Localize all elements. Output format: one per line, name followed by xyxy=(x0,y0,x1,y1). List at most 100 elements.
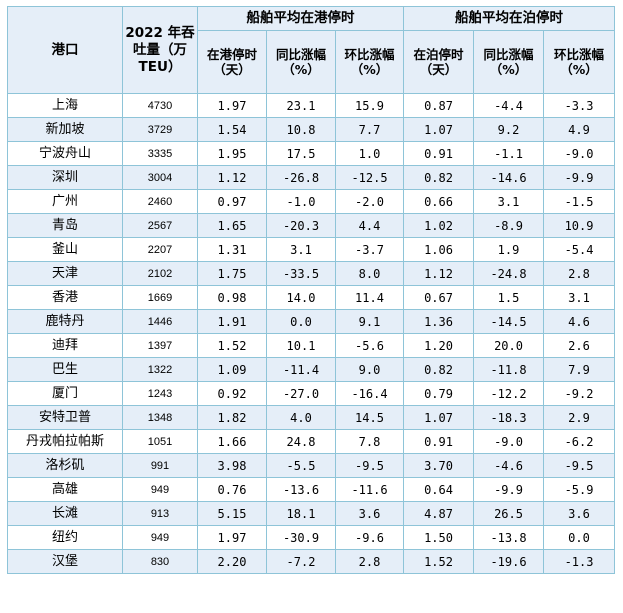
cell-berth-yoy: 9.2 xyxy=(473,117,545,142)
cell-berth-mom: -9.0 xyxy=(543,141,616,166)
cell-port: 安特卫普 xyxy=(7,405,123,430)
cell-port: 长滩 xyxy=(7,501,123,526)
cell-port-days: 1.91 xyxy=(197,309,267,334)
cell-port-mom: -5.6 xyxy=(334,333,405,358)
cell-throughput: 830 xyxy=(122,549,198,574)
cell-throughput: 949 xyxy=(122,477,198,502)
cell-berth-days: 1.50 xyxy=(403,525,475,550)
cell-port-mom: -3.7 xyxy=(334,237,405,262)
cell-port-mom: 9.1 xyxy=(334,309,405,334)
cell-port: 厦门 xyxy=(7,381,123,406)
cell-port-yoy: -11.4 xyxy=(266,357,336,382)
cell-throughput: 1669 xyxy=(122,285,198,310)
cell-berth-mom: 0.0 xyxy=(543,525,616,550)
table-row: 青岛 2567 1.65 -20.3 4.4 1.02 -8.9 10.9 xyxy=(7,213,616,238)
header-berth-mom: 环比涨幅（%） xyxy=(543,30,616,94)
cell-port-days: 2.20 xyxy=(197,549,267,574)
cell-port-days: 0.92 xyxy=(197,381,267,406)
table-row: 香港 1669 0.98 14.0 11.4 0.67 1.5 3.1 xyxy=(7,285,616,310)
cell-port-yoy: -13.6 xyxy=(266,477,336,502)
cell-throughput: 1397 xyxy=(122,333,198,358)
cell-berth-days: 0.64 xyxy=(403,477,475,502)
cell-port: 新加坡 xyxy=(7,117,123,142)
header-port-mom: 环比涨幅（%） xyxy=(334,30,405,94)
cell-port-mom: 1.0 xyxy=(334,141,405,166)
port-stats-table-container: 港口 2022 年吞吐量（万 TEU） 船舶平均在港停时 船舶平均在泊停时 在港… xyxy=(7,6,616,574)
cell-berth-mom: 10.9 xyxy=(543,213,616,238)
cell-berth-mom: -9.9 xyxy=(543,165,616,190)
cell-port-mom: 9.0 xyxy=(334,357,405,382)
cell-berth-yoy: -24.8 xyxy=(473,261,545,286)
cell-port-days: 1.95 xyxy=(197,141,267,166)
cell-port-mom: 7.7 xyxy=(334,117,405,142)
cell-port-mom: 15.9 xyxy=(334,93,405,118)
cell-port-yoy: -26.8 xyxy=(266,165,336,190)
cell-throughput: 3335 xyxy=(122,141,198,166)
cell-berth-mom: 4.6 xyxy=(543,309,616,334)
cell-berth-mom: -9.5 xyxy=(543,453,616,478)
cell-port-yoy: 23.1 xyxy=(266,93,336,118)
cell-port-mom: -2.0 xyxy=(334,189,405,214)
cell-berth-yoy: -14.6 xyxy=(473,165,545,190)
table-row: 迪拜 1397 1.52 10.1 -5.6 1.20 20.0 2.6 xyxy=(7,333,616,358)
cell-port: 天津 xyxy=(7,261,123,286)
cell-berth-yoy: 20.0 xyxy=(473,333,545,358)
cell-port-yoy: 0.0 xyxy=(266,309,336,334)
cell-berth-yoy: -4.4 xyxy=(473,93,545,118)
table-row: 厦门 1243 0.92 -27.0 -16.4 0.79 -12.2 -9.2 xyxy=(7,381,616,406)
cell-berth-yoy: -14.5 xyxy=(473,309,545,334)
table-row: 釜山 2207 1.31 3.1 -3.7 1.06 1.9 -5.4 xyxy=(7,237,616,262)
cell-port-days: 5.15 xyxy=(197,501,267,526)
cell-berth-days: 0.79 xyxy=(403,381,475,406)
cell-berth-days: 0.82 xyxy=(403,357,475,382)
header-group-port-time: 船舶平均在港停时 xyxy=(196,6,405,31)
cell-port-yoy: -33.5 xyxy=(266,261,336,286)
header-group-berth-time: 船舶平均在泊停时 xyxy=(403,6,616,31)
cell-port-yoy: -1.0 xyxy=(266,189,336,214)
cell-berth-mom: -1.5 xyxy=(543,189,616,214)
table-row: 汉堡 830 2.20 -7.2 2.8 1.52 -19.6 -1.3 xyxy=(7,549,616,574)
cell-port: 汉堡 xyxy=(7,549,123,574)
cell-port-yoy: 14.0 xyxy=(266,285,336,310)
cell-port: 釜山 xyxy=(7,237,123,262)
cell-port-yoy: 24.8 xyxy=(266,429,336,454)
cell-port: 洛杉矶 xyxy=(7,453,123,478)
cell-port-mom: 3.6 xyxy=(334,501,405,526)
cell-port-mom: 14.5 xyxy=(334,405,405,430)
header-port-days: 在港停时（天） xyxy=(197,30,267,94)
cell-berth-days: 3.70 xyxy=(403,453,475,478)
cell-port: 广州 xyxy=(7,189,123,214)
cell-berth-days: 0.91 xyxy=(403,141,475,166)
cell-berth-days: 1.36 xyxy=(403,309,475,334)
cell-berth-yoy: 26.5 xyxy=(473,501,545,526)
header-berth-days: 在泊停时（天） xyxy=(403,30,475,94)
cell-berth-mom: 2.8 xyxy=(543,261,616,286)
cell-port-yoy: 10.8 xyxy=(266,117,336,142)
cell-port-days: 0.76 xyxy=(197,477,267,502)
cell-port: 深圳 xyxy=(7,165,123,190)
cell-berth-mom: 2.9 xyxy=(543,405,616,430)
cell-port: 鹿特丹 xyxy=(7,309,123,334)
table-row: 丹戎帕拉帕斯 1051 1.66 24.8 7.8 0.91 -9.0 -6.2 xyxy=(7,429,616,454)
cell-berth-yoy: -9.9 xyxy=(473,477,545,502)
cell-port-days: 0.97 xyxy=(197,189,267,214)
cell-port-mom: -11.6 xyxy=(334,477,405,502)
cell-berth-mom: 7.9 xyxy=(543,357,616,382)
cell-port-days: 1.09 xyxy=(197,357,267,382)
cell-berth-mom: -3.3 xyxy=(543,93,616,118)
cell-berth-yoy: -13.8 xyxy=(473,525,545,550)
cell-berth-days: 1.02 xyxy=(403,213,475,238)
cell-berth-yoy: -12.2 xyxy=(473,381,545,406)
cell-berth-yoy: -9.0 xyxy=(473,429,545,454)
cell-port-yoy: -27.0 xyxy=(266,381,336,406)
cell-throughput: 2102 xyxy=(122,261,198,286)
cell-berth-yoy: -8.9 xyxy=(473,213,545,238)
cell-berth-yoy: -1.1 xyxy=(473,141,545,166)
cell-port-yoy: -20.3 xyxy=(266,213,336,238)
cell-port-mom: -16.4 xyxy=(334,381,405,406)
cell-throughput: 1348 xyxy=(122,405,198,430)
cell-port-days: 3.98 xyxy=(197,453,267,478)
cell-port-days: 1.65 xyxy=(197,213,267,238)
cell-port-yoy: 18.1 xyxy=(266,501,336,526)
cell-berth-days: 4.87 xyxy=(403,501,475,526)
